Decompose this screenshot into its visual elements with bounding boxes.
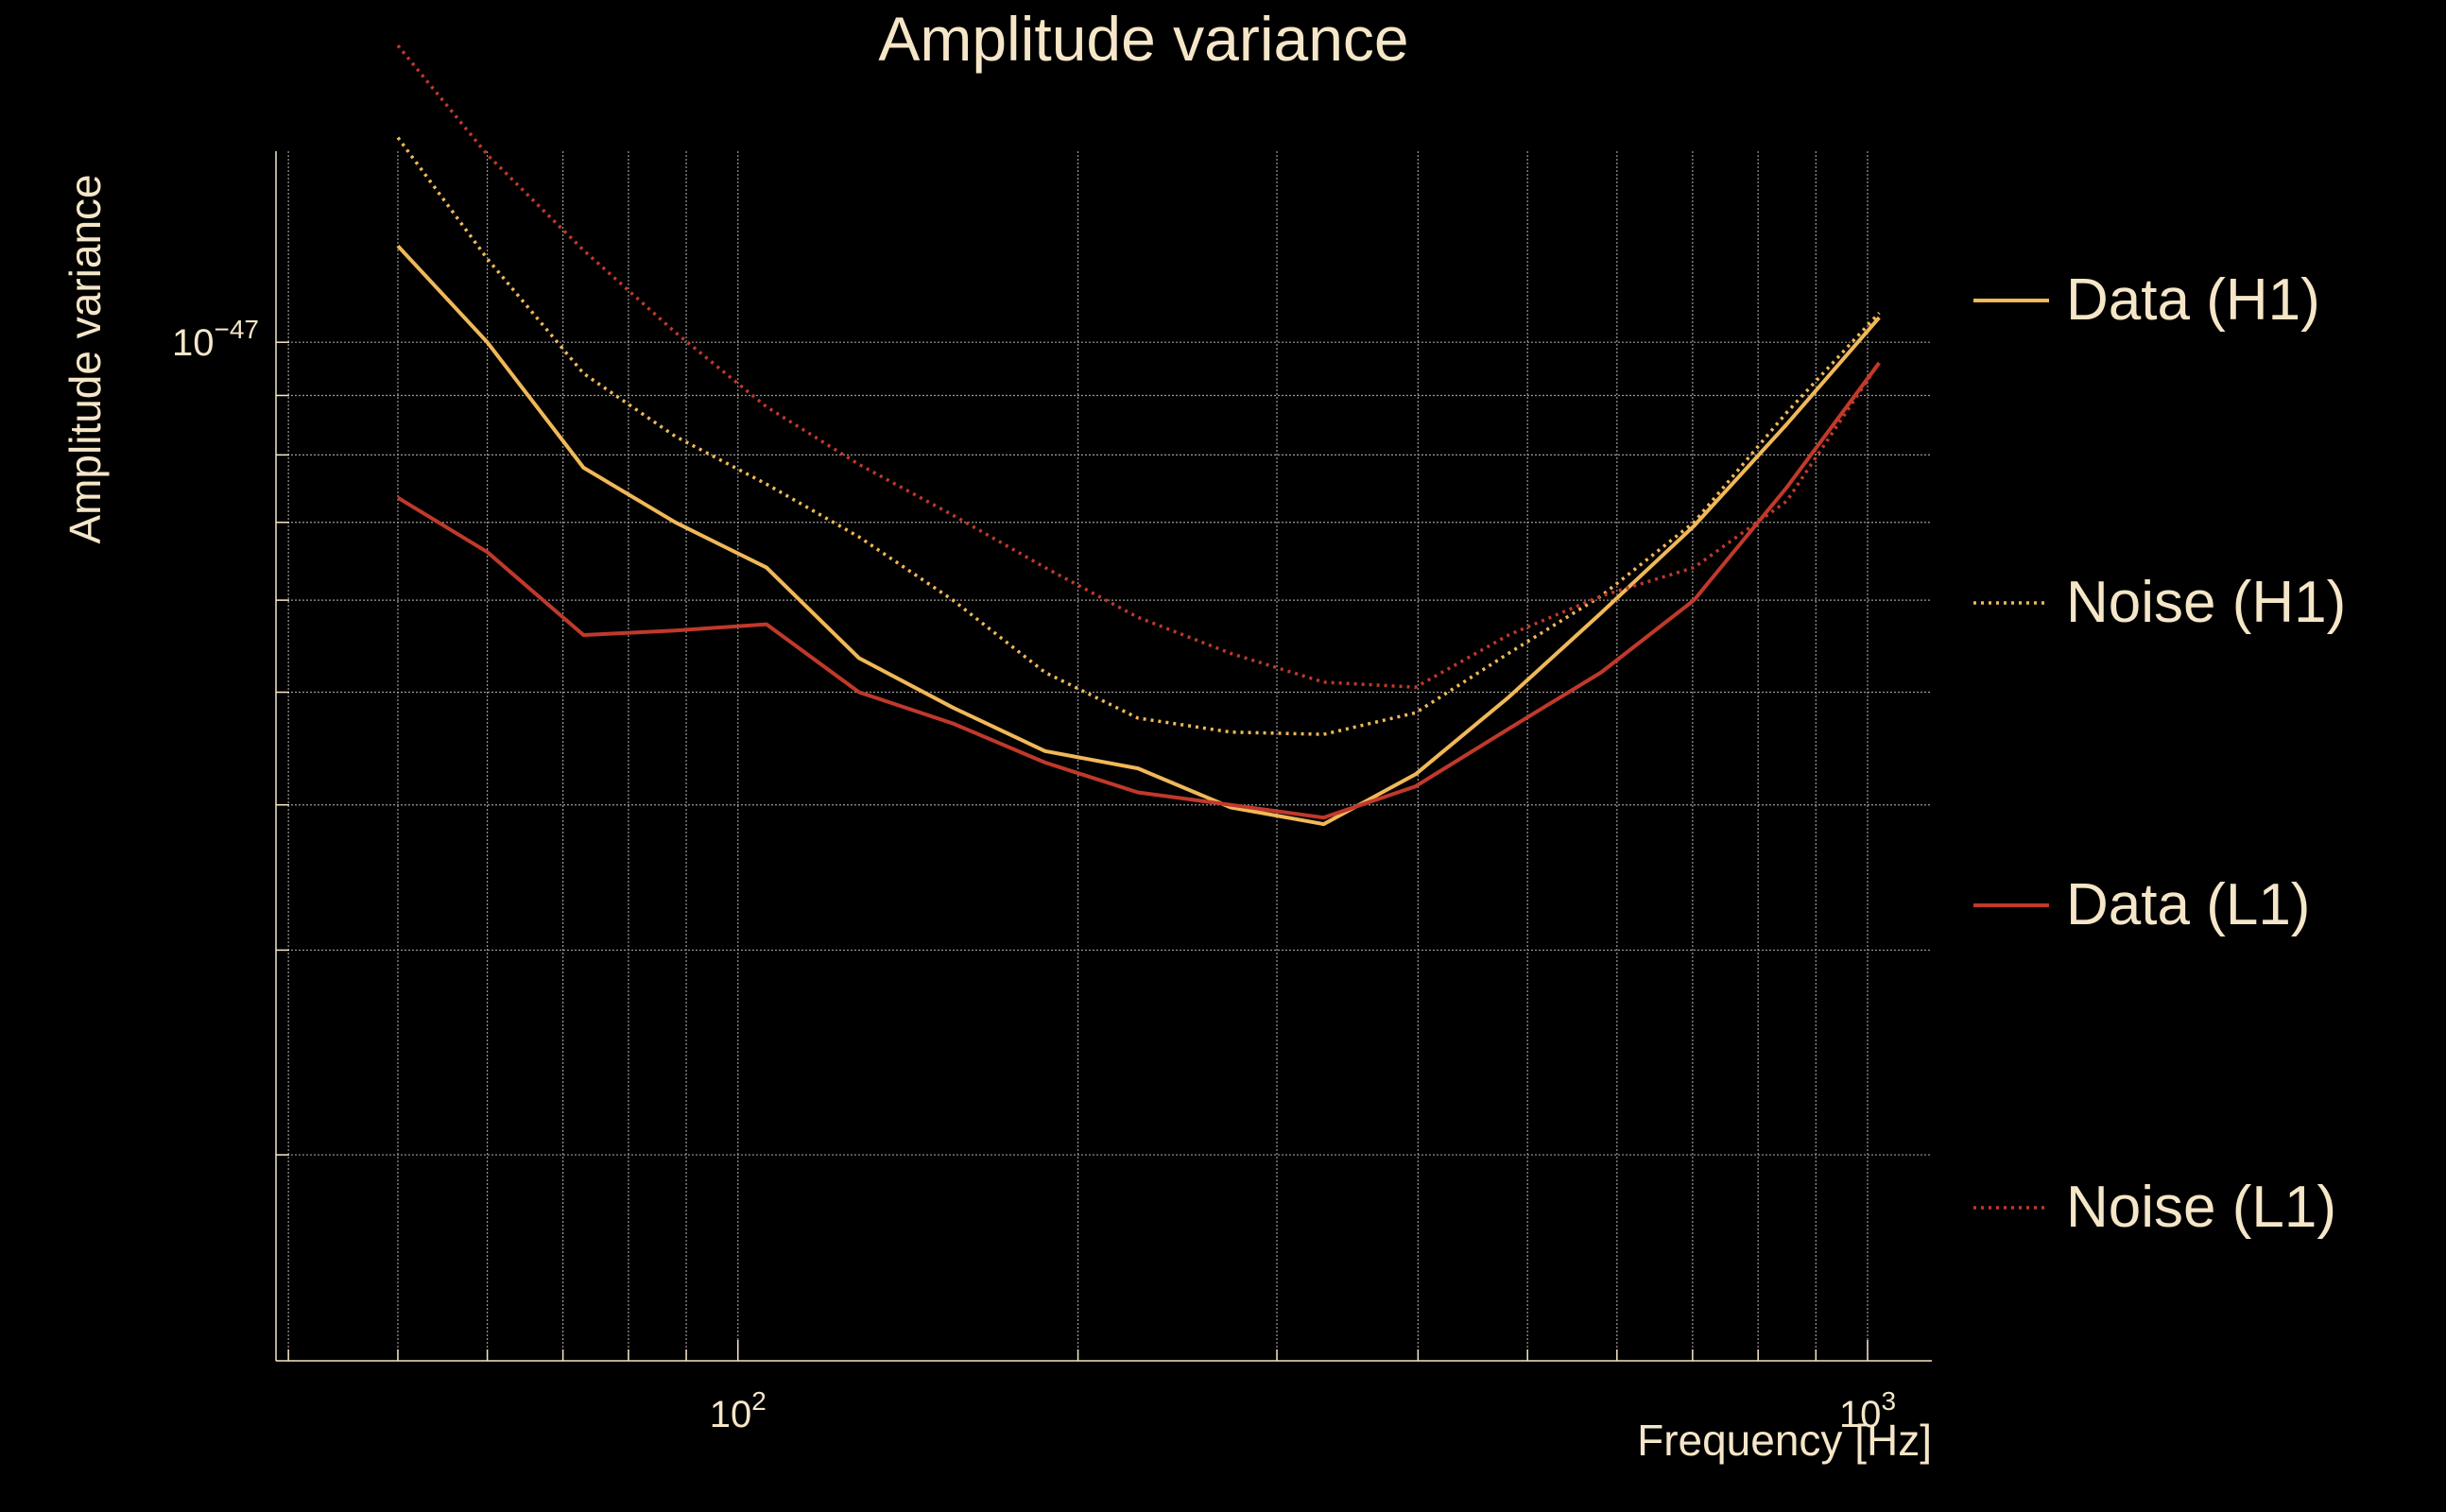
- legend-label: Data (H1): [2066, 267, 2320, 333]
- series-lines: [396, 44, 1881, 827]
- series-line-0: [396, 244, 1881, 827]
- series-line-2: [396, 361, 1881, 820]
- legend-label: Noise (H1): [2066, 570, 2346, 635]
- x-tick-label: 103: [1839, 1386, 1896, 1435]
- chart-title: Amplitude variance: [878, 4, 1408, 74]
- legend-label: Data (L1): [2066, 872, 2310, 937]
- axes: [275, 151, 1932, 1362]
- series-line-1: [396, 136, 1881, 736]
- legend-label: Noise (L1): [2066, 1175, 2336, 1240]
- x-tick-label: 102: [710, 1386, 767, 1435]
- y-axis-label: Amplitude variance: [60, 174, 110, 543]
- legend: Data (H1) Noise (H1) Data (L1) Noise (L1): [1973, 267, 2346, 1240]
- grid: [276, 151, 1932, 1361]
- x-axis-label: Frequency [Hz]: [1637, 1416, 1932, 1465]
- y-tick-label: 10−47: [172, 315, 259, 364]
- series-line-3: [396, 44, 1881, 689]
- tick-labels: 102 103 10−47: [172, 315, 1896, 1435]
